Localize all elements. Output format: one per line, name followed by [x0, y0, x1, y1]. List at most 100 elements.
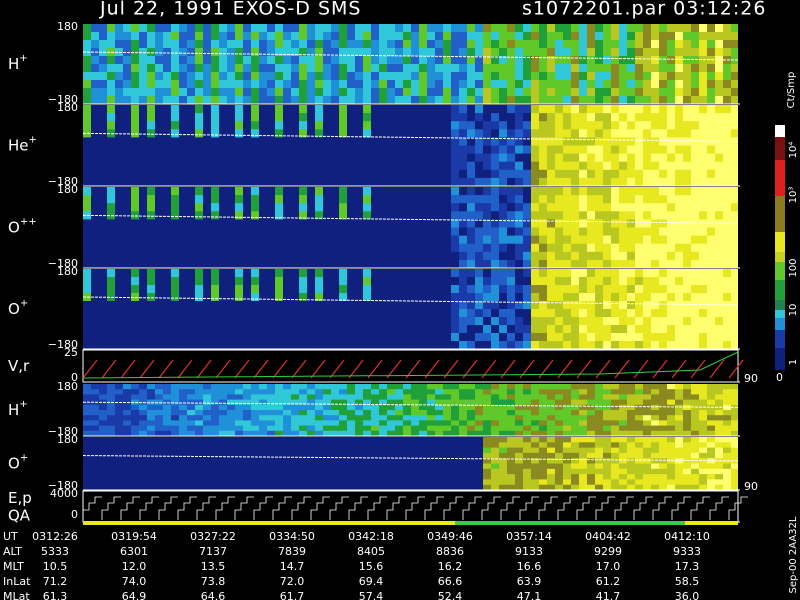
- cell: [547, 437, 555, 443]
- cell: [179, 161, 187, 171]
- cell: [291, 187, 299, 196]
- cell: [563, 177, 571, 187]
- cell: [587, 105, 595, 114]
- cell: [571, 474, 579, 480]
- cell: [411, 88, 419, 97]
- cell: [499, 121, 507, 130]
- cell: [571, 333, 579, 342]
- cell: [219, 317, 227, 326]
- cell: [515, 425, 523, 432]
- cell: [355, 389, 363, 395]
- cell: [283, 64, 291, 73]
- cell: [211, 277, 219, 286]
- cell: [707, 341, 715, 350]
- cell: [651, 145, 659, 155]
- cell: [499, 479, 507, 486]
- cell: [131, 277, 139, 286]
- cell: [571, 203, 579, 212]
- cell: [707, 484, 715, 491]
- cell: [387, 203, 395, 212]
- cell: [683, 325, 691, 334]
- cell: [347, 415, 355, 421]
- cell: [139, 195, 147, 204]
- cell: [155, 121, 163, 130]
- colorbar-cell: [775, 160, 785, 196]
- cell: [699, 129, 707, 138]
- cell: [499, 32, 507, 41]
- cell: [635, 105, 643, 114]
- cell: [275, 113, 283, 122]
- cell: [163, 243, 171, 253]
- colorbar-cell: [775, 280, 785, 300]
- cell: [219, 145, 227, 155]
- cell: [283, 40, 291, 49]
- cell: [435, 113, 443, 122]
- cell: [571, 96, 579, 105]
- cell: [251, 415, 259, 421]
- cell: [155, 333, 163, 342]
- cell: [419, 48, 427, 57]
- cell: [195, 309, 203, 318]
- cell: [91, 384, 99, 390]
- cell: [307, 285, 315, 294]
- cell: [83, 72, 91, 81]
- cell: [723, 452, 731, 459]
- cell: [371, 309, 379, 318]
- cell: [339, 333, 347, 342]
- cell: [115, 325, 123, 334]
- cell: [603, 277, 611, 286]
- cell: [539, 309, 547, 318]
- cell: [467, 277, 475, 286]
- cell: [507, 243, 515, 253]
- cell: [283, 442, 291, 449]
- cell: [307, 317, 315, 326]
- cell: [459, 430, 467, 437]
- cell: [659, 243, 667, 253]
- cell: [251, 442, 259, 449]
- cell: [523, 56, 531, 65]
- cell: [459, 415, 467, 421]
- cell: [667, 227, 675, 237]
- cell: [371, 88, 379, 97]
- cell: [651, 410, 659, 416]
- cell: [219, 458, 227, 464]
- cell: [171, 452, 179, 459]
- cell: [203, 161, 211, 171]
- cell: [227, 389, 235, 395]
- cell: [411, 187, 419, 196]
- cell: [163, 88, 171, 97]
- cell: [539, 430, 547, 437]
- cell: [403, 129, 411, 138]
- cell: [555, 479, 563, 486]
- cell: [323, 463, 331, 470]
- cell: [203, 129, 211, 138]
- cell: [603, 195, 611, 204]
- cell: [115, 259, 123, 269]
- cell: [587, 96, 595, 105]
- cell: [675, 88, 683, 97]
- cell: [315, 301, 323, 310]
- cell: [139, 153, 147, 163]
- cell: [611, 195, 619, 204]
- cell: [315, 442, 323, 449]
- cell: [451, 479, 459, 486]
- cell: [531, 341, 539, 350]
- cell: [419, 399, 427, 406]
- cell: [475, 72, 483, 81]
- cell: [291, 243, 299, 253]
- cell: [507, 129, 515, 138]
- cell: [659, 145, 667, 155]
- cell: [187, 325, 195, 334]
- cell: [515, 301, 523, 310]
- cell: [579, 64, 587, 73]
- cell: [451, 243, 459, 253]
- cell: [355, 195, 363, 204]
- cell: [635, 420, 643, 427]
- cell: [547, 293, 555, 302]
- cell: [699, 195, 707, 204]
- cell: [379, 137, 387, 146]
- cell: [107, 404, 115, 411]
- cell: [627, 105, 635, 114]
- cell: [595, 447, 603, 454]
- cell: [187, 64, 195, 73]
